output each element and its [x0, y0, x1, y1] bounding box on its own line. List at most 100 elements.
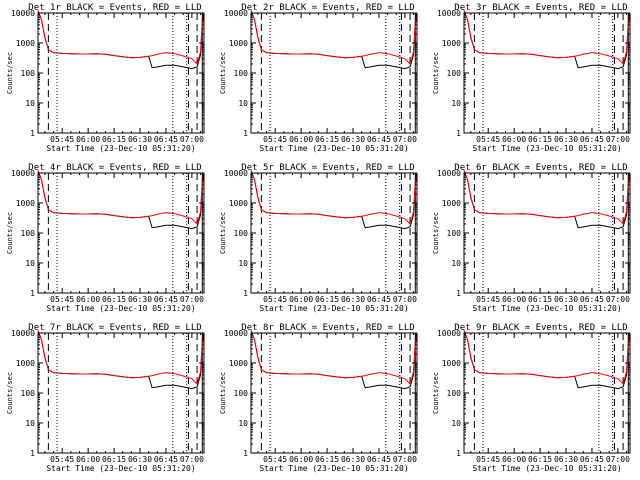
x-tick-label: 06:45: [154, 295, 178, 304]
events-series-line: [37, 10, 205, 70]
lld-series-line: [463, 10, 631, 65]
chart-title: Det 1r BLACK = Events, RED = LLD: [28, 3, 201, 13]
chart-panel-6: Det 6r BLACK = Events, RED = LLD 1 10 100 10…: [432, 163, 631, 313]
plot-frame: [37, 332, 205, 454]
y-tick-label: 10: [238, 419, 248, 428]
x-tick-label: 05:45: [476, 455, 500, 464]
y-axis-label: Counts/sec: [219, 52, 227, 94]
x-axis-label: Start Time (23-Dec-10 05:31:20): [472, 464, 621, 473]
y-tick-label: 1000: [442, 359, 461, 368]
lld-series-line: [463, 330, 631, 385]
y-tick-label: 1: [243, 449, 248, 458]
x-tick-label: 06:30: [341, 455, 365, 464]
x-tick-label: 07:00: [180, 455, 204, 464]
x-tick-label: 06:15: [528, 295, 552, 304]
y-tick-label: 10000: [11, 169, 35, 178]
x-tick-label: 06:30: [341, 295, 365, 304]
y-tick-label: 100: [21, 389, 36, 398]
x-tick-label: 06:00: [289, 135, 313, 144]
x-tick-label: 06:15: [102, 135, 126, 144]
y-tick-label: 100: [447, 229, 462, 238]
x-tick-label: 06:30: [554, 295, 578, 304]
x-tick-label: 06:00: [502, 295, 526, 304]
y-tick-label: 1: [456, 289, 461, 298]
x-tick-label: 07:00: [606, 135, 630, 144]
x-axis-label: Start Time (23-Dec-10 05:31:20): [259, 304, 408, 313]
x-tick-label: 06:45: [154, 135, 178, 144]
y-tick-label: 10000: [437, 9, 461, 18]
x-tick-label: 06:15: [528, 135, 552, 144]
y-axis-label: Counts/sec: [432, 52, 440, 94]
y-tick-label: 1: [243, 289, 248, 298]
y-tick-label: 1000: [229, 39, 248, 48]
x-tick-label: 05:45: [263, 135, 287, 144]
x-tick-label: 07:00: [180, 135, 204, 144]
events-series-line: [250, 10, 418, 70]
y-tick-label: 10: [451, 99, 461, 108]
chart-title: Det 7r BLACK = Events, RED = LLD: [28, 323, 201, 333]
events-series-line: [463, 330, 631, 390]
y-axis-label: Counts/sec: [6, 52, 14, 94]
lld-series-line: [37, 170, 205, 225]
events-series-line: [250, 330, 418, 390]
plot-frame: [37, 172, 205, 294]
x-tick-label: 06:45: [367, 455, 391, 464]
y-tick-label: 10000: [224, 329, 248, 338]
x-tick-label: 06:45: [367, 295, 391, 304]
x-tick-label: 06:45: [154, 455, 178, 464]
y-tick-label: 10000: [11, 329, 35, 338]
chart-panel-4: Det 4r BLACK = Events, RED = LLD 1 10 100 10…: [6, 163, 205, 313]
y-tick-label: 10: [238, 259, 248, 268]
events-series-line: [463, 10, 631, 70]
y-tick-label: 1: [30, 129, 35, 138]
y-tick-label: 1000: [16, 199, 35, 208]
plot-frame: [463, 332, 631, 454]
x-axis-label: Start Time (23-Dec-10 05:31:20): [259, 144, 408, 153]
chart-title: Det 6r BLACK = Events, RED = LLD: [454, 163, 627, 173]
plot-frame: [250, 172, 418, 294]
x-tick-label: 06:30: [128, 135, 152, 144]
x-tick-label: 07:00: [606, 455, 630, 464]
y-tick-label: 100: [234, 69, 249, 78]
x-tick-label: 06:45: [580, 455, 604, 464]
x-tick-label: 06:00: [76, 295, 100, 304]
x-tick-label: 06:15: [102, 455, 126, 464]
x-tick-label: 05:45: [50, 455, 74, 464]
y-tick-label: 100: [21, 69, 36, 78]
events-series-line: [250, 170, 418, 230]
x-tick-label: 06:00: [502, 455, 526, 464]
y-tick-label: 100: [447, 69, 462, 78]
y-tick-label: 10000: [224, 169, 248, 178]
y-tick-label: 100: [234, 229, 249, 238]
y-tick-label: 10000: [224, 9, 248, 18]
y-tick-label: 100: [21, 229, 36, 238]
y-tick-label: 1000: [442, 39, 461, 48]
y-axis-label: Counts/sec: [432, 212, 440, 254]
x-tick-label: 07:00: [606, 295, 630, 304]
y-tick-label: 1000: [229, 199, 248, 208]
x-axis-label: Start Time (23-Dec-10 05:31:20): [46, 464, 195, 473]
x-axis-label: Start Time (23-Dec-10 05:31:20): [46, 304, 195, 313]
y-axis-label: Counts/sec: [219, 212, 227, 254]
y-tick-label: 10: [25, 259, 35, 268]
chart-panel-2: Det 2r BLACK = Events, RED = LLD 1 10 100 10…: [219, 3, 418, 153]
x-tick-label: 05:45: [476, 135, 500, 144]
x-tick-label: 06:30: [341, 135, 365, 144]
x-tick-label: 06:00: [289, 455, 313, 464]
y-tick-label: 10: [25, 99, 35, 108]
x-tick-label: 06:00: [76, 455, 100, 464]
x-tick-label: 06:30: [128, 455, 152, 464]
y-axis-label: Counts/sec: [432, 372, 440, 414]
x-tick-label: 07:00: [393, 455, 417, 464]
x-tick-label: 06:15: [315, 135, 339, 144]
chart-title: Det 2r BLACK = Events, RED = LLD: [241, 3, 414, 13]
y-axis-label: Counts/sec: [219, 372, 227, 414]
chart-title: Det 5r BLACK = Events, RED = LLD: [241, 163, 414, 173]
chart-panel-7: Det 7r BLACK = Events, RED = LLD 1 10 100 10…: [6, 323, 205, 473]
y-tick-label: 1: [30, 449, 35, 458]
chart-title: Det 8r BLACK = Events, RED = LLD: [241, 323, 414, 333]
x-tick-label: 05:45: [50, 295, 74, 304]
x-tick-label: 06:15: [315, 295, 339, 304]
y-tick-label: 10: [451, 259, 461, 268]
y-tick-label: 100: [234, 389, 249, 398]
